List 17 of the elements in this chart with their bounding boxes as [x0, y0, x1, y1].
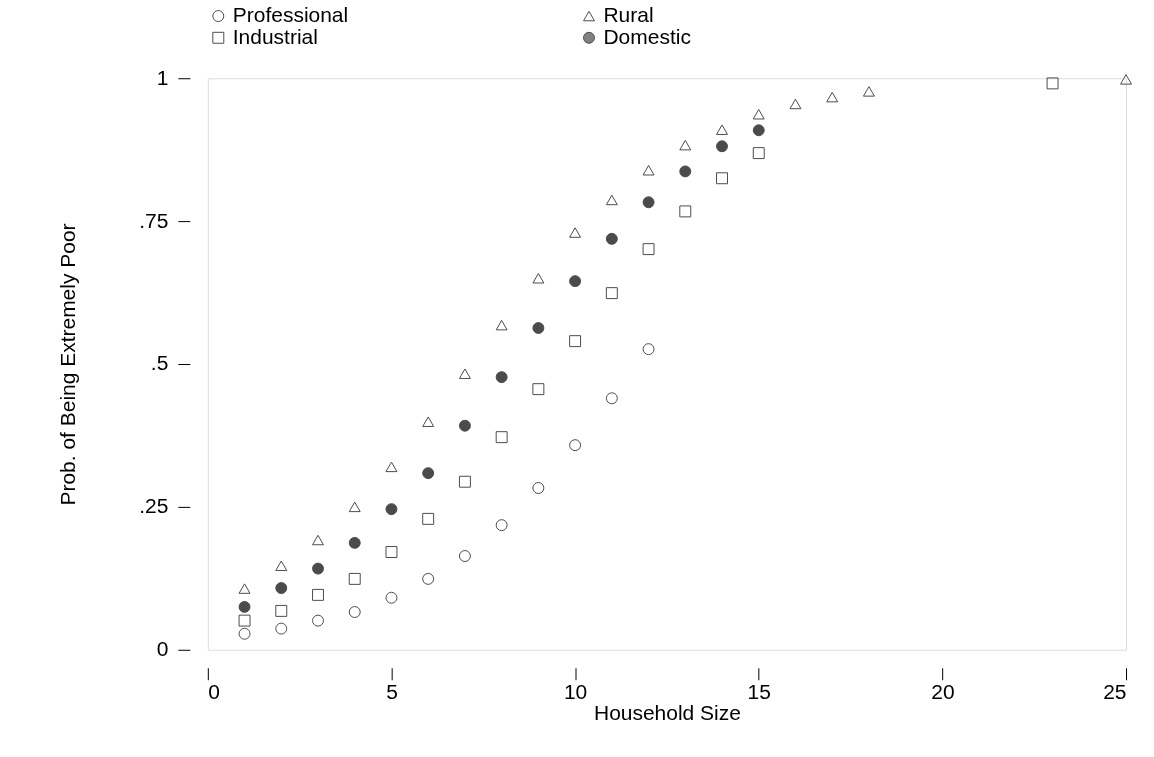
legend-label: Rural	[603, 3, 654, 27]
x-tick-label: 0	[208, 680, 220, 704]
x-tick-label: 10	[563, 680, 588, 704]
x-tick-label: 5	[386, 680, 398, 704]
legend-label: Industrial	[232, 24, 318, 48]
x-axis-title: Household Size	[593, 701, 741, 725]
legend-label: Domestic	[603, 24, 691, 48]
y-axis-title: Prob. of Being Extremely Poor	[56, 223, 80, 506]
y-tick-label: .75	[139, 208, 169, 232]
x-tick-label: 20	[931, 680, 955, 704]
legend-label: Professional	[232, 3, 349, 27]
x-tick-label: 15	[747, 680, 771, 704]
y-tick-label: .25	[139, 494, 169, 518]
y-tick-label: 1	[156, 65, 169, 89]
y-tick-label: .5	[150, 351, 169, 375]
x-tick-label: 25	[1103, 680, 1127, 704]
y-tick-label: 0	[156, 637, 169, 661]
